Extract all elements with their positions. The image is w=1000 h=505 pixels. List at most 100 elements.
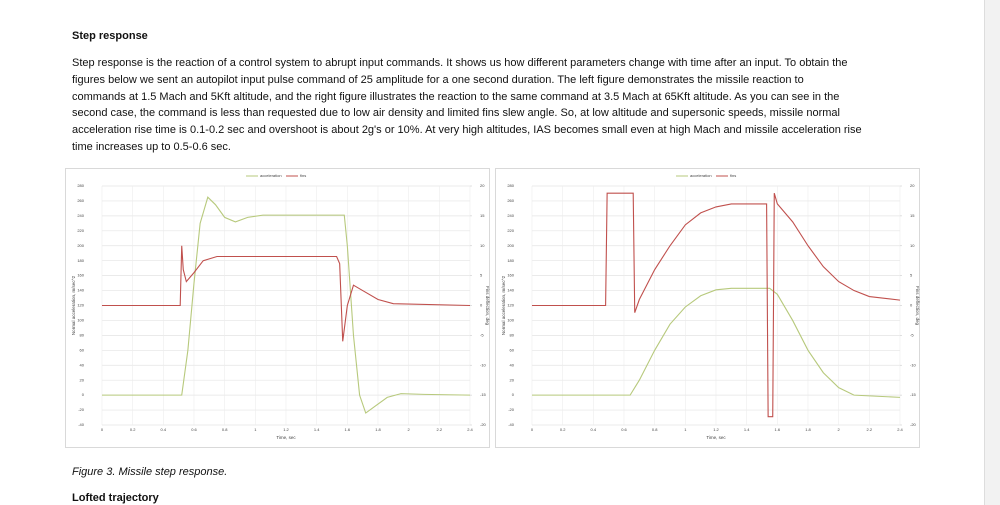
y-tick-label: 40 bbox=[510, 362, 515, 367]
x-axis-title: Time, sec bbox=[276, 435, 296, 440]
paragraph-line: commands at 1.5 Mach and 5Kft altitude, … bbox=[72, 90, 840, 103]
x-tick-label: 0.2 bbox=[560, 427, 566, 432]
y-tick-label: 220 bbox=[77, 228, 84, 233]
y-tick-label: 0 bbox=[82, 392, 85, 397]
y2-tick-label: 0 bbox=[480, 303, 483, 308]
x-tick-label: 0.4 bbox=[161, 427, 167, 432]
y-axis-title: Normal acceleration, m/sec^2 bbox=[501, 275, 506, 335]
y2-axis-title: Fins deflection, deg bbox=[915, 286, 920, 326]
y-tick-label: 100 bbox=[77, 318, 84, 323]
y-tick-label: -20 bbox=[508, 407, 515, 412]
x-tick-label: 0.6 bbox=[191, 427, 197, 432]
y-tick-label: -20 bbox=[78, 407, 85, 412]
y2-tick-label: 20 bbox=[480, 183, 485, 188]
x-tick-label: 2.2 bbox=[867, 427, 873, 432]
y2-tick-label: 0 bbox=[910, 303, 913, 308]
x-tick-label: 1 bbox=[684, 427, 687, 432]
caption: Figure 3. Missile step response. bbox=[72, 466, 228, 478]
page-edge bbox=[984, 0, 1000, 505]
y-tick-label: 240 bbox=[507, 213, 514, 218]
x-tick-label: 1.8 bbox=[805, 427, 811, 432]
x-tick-label: 1.6 bbox=[345, 427, 351, 432]
chart-frame bbox=[495, 168, 920, 448]
chart: -40-200204060801001201401601802002202402… bbox=[65, 168, 490, 448]
y2-tick-label: -20 bbox=[910, 422, 917, 427]
y-tick-label: 240 bbox=[77, 213, 84, 218]
y-tick-label: 280 bbox=[507, 183, 514, 188]
x-tick-label: 1.6 bbox=[775, 427, 781, 432]
y-tick-label: 160 bbox=[507, 273, 514, 278]
x-tick-label: 2.4 bbox=[467, 427, 473, 432]
y-tick-label: 60 bbox=[510, 347, 515, 352]
y-tick-label: -40 bbox=[508, 422, 515, 427]
x-tick-label: 0.2 bbox=[130, 427, 136, 432]
y-tick-label: 260 bbox=[507, 198, 514, 203]
legend-label: acceleration bbox=[260, 173, 282, 178]
heading: Step response bbox=[72, 30, 148, 42]
y2-tick-label: 15 bbox=[910, 213, 915, 218]
y-tick-label: 20 bbox=[510, 377, 515, 382]
x-tick-label: 0 bbox=[531, 427, 534, 432]
x-tick-label: 1.4 bbox=[314, 427, 320, 432]
y2-tick-label: -10 bbox=[910, 362, 917, 367]
y2-tick-label: -20 bbox=[480, 422, 487, 427]
y-tick-label: 180 bbox=[77, 258, 84, 263]
y-axis-title: Normal acceleration, m/sec^2 bbox=[71, 275, 76, 335]
y2-tick-label: 5 bbox=[480, 273, 483, 278]
y-tick-label: 80 bbox=[80, 332, 85, 337]
y2-tick-label: 20 bbox=[910, 183, 915, 188]
series-line bbox=[532, 192, 901, 418]
y-tick-label: 180 bbox=[507, 258, 514, 263]
y2-tick-label: -15 bbox=[910, 392, 917, 397]
x-tick-label: 0.8 bbox=[222, 427, 228, 432]
y-tick-label: 220 bbox=[507, 228, 514, 233]
y-tick-label: 100 bbox=[507, 318, 514, 323]
y-tick-label: 80 bbox=[510, 332, 515, 337]
legend-label: fins bbox=[730, 173, 736, 178]
series-line bbox=[102, 245, 471, 342]
y2-tick-label: 15 bbox=[480, 213, 485, 218]
y2-axis-title: Fins deflection, deg bbox=[485, 286, 490, 326]
paragraph-line: acceleration rise time is 0.1-0.2 sec an… bbox=[72, 124, 862, 137]
y2-tick-label: -10 bbox=[480, 362, 487, 367]
y2-tick-label: -5 bbox=[910, 332, 914, 337]
y2-tick-label: -5 bbox=[480, 332, 484, 337]
y-tick-label: 40 bbox=[80, 362, 85, 367]
x-tick-label: 2.2 bbox=[437, 427, 443, 432]
paragraph-line: time increases up to 0.5-0.6 sec. bbox=[72, 140, 231, 153]
paragraph-line: second case, the command is less than re… bbox=[72, 107, 840, 120]
x-tick-label: 1.8 bbox=[375, 427, 381, 432]
y-tick-label: 60 bbox=[80, 347, 85, 352]
y-tick-label: 260 bbox=[77, 198, 84, 203]
x-tick-label: 2 bbox=[838, 427, 841, 432]
legend-label: fins bbox=[300, 173, 306, 178]
y-tick-label: 200 bbox=[507, 243, 514, 248]
y-tick-label: 140 bbox=[77, 288, 84, 293]
x-tick-label: 0 bbox=[101, 427, 104, 432]
y-tick-label: 140 bbox=[507, 288, 514, 293]
paragraph: Step response is the reaction of a contr… bbox=[72, 55, 932, 156]
y-tick-label: 160 bbox=[77, 273, 84, 278]
legend-label: acceleration bbox=[690, 173, 712, 178]
y2-tick-label: 10 bbox=[480, 243, 485, 248]
x-axis-title: Time, sec bbox=[706, 435, 726, 440]
series-line bbox=[532, 287, 901, 398]
next-heading: Lofted trajectory bbox=[72, 492, 159, 504]
chart: -40-200204060801001201401601802002202402… bbox=[495, 168, 920, 448]
x-tick-label: 1 bbox=[254, 427, 257, 432]
y-tick-label: 0 bbox=[512, 392, 515, 397]
y-tick-label: 280 bbox=[77, 183, 84, 188]
y-tick-label: 120 bbox=[77, 303, 84, 308]
chart-frame bbox=[65, 168, 490, 448]
x-tick-label: 0.6 bbox=[621, 427, 627, 432]
x-tick-label: 2.4 bbox=[897, 427, 903, 432]
y-tick-label: -40 bbox=[78, 422, 85, 427]
paragraph-line: figures below we sent an autopilot input… bbox=[72, 73, 804, 86]
y-tick-label: 20 bbox=[80, 377, 85, 382]
y-tick-label: 200 bbox=[77, 243, 84, 248]
x-tick-label: 2 bbox=[408, 427, 411, 432]
series-line bbox=[102, 196, 471, 414]
paragraph-line: Step response is the reaction of a contr… bbox=[72, 57, 848, 69]
x-tick-label: 1.4 bbox=[744, 427, 750, 432]
